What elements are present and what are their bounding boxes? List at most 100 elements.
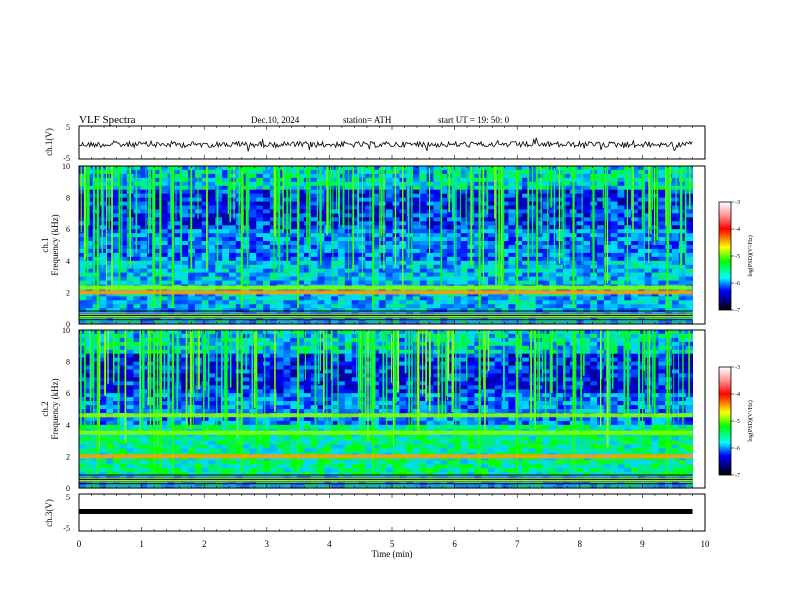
spectrogram-cell	[631, 308, 639, 313]
spectrogram-cell	[440, 185, 448, 191]
spectrogram-cell	[92, 181, 100, 187]
spectrogram-cell	[338, 296, 346, 301]
spectrogram-cell	[685, 296, 693, 301]
spectrogram-cell	[106, 213, 114, 218]
spectrogram-cell	[406, 185, 414, 191]
spectrogram-cell	[433, 333, 441, 339]
spectrogram-cell	[460, 248, 468, 254]
spectrogram-cell	[610, 272, 618, 278]
spectrogram-cell	[276, 193, 284, 199]
spectrogram-cell	[276, 296, 284, 301]
spectrogram-cell	[460, 280, 468, 286]
spectrogram-cell	[263, 213, 271, 218]
ch1-ticks	[78, 126, 706, 159]
spectrogram-cell	[542, 205, 550, 210]
spectrogram-cell	[310, 264, 319, 270]
spectrogram-cell	[617, 268, 625, 274]
spectrogram-cell	[194, 166, 203, 171]
spectrogram-cell	[276, 189, 284, 195]
spectrogram-cell	[297, 252, 305, 258]
spectrogram-cell	[154, 276, 162, 282]
spectrogram-cell	[372, 185, 380, 191]
spectrogram-cell	[576, 252, 584, 258]
spectrogram-cell	[426, 268, 434, 274]
spectrogram-cell	[460, 166, 468, 171]
spectrogram-cell	[685, 272, 693, 278]
spectrogram-cell	[501, 316, 509, 321]
spectrogram-cell	[617, 185, 625, 191]
spectrogram-cell	[617, 237, 625, 242]
spectrogram-cell	[174, 357, 182, 363]
spectrogram-cell	[631, 201, 639, 207]
spectrogram-cell	[297, 361, 305, 367]
spectrogram-cell	[365, 225, 373, 230]
spectrogram-cell	[263, 316, 271, 321]
spectrogram-cell	[324, 241, 332, 246]
spectrogram-cell	[283, 341, 291, 347]
spectrogram-cell	[651, 308, 659, 313]
spectrogram-cell	[665, 276, 673, 282]
spectrogram-cell	[460, 252, 468, 258]
spectrogram-cell	[222, 201, 230, 207]
spectrogram-cell	[488, 308, 496, 313]
spectrogram-cell	[317, 369, 325, 374]
spectrogram-cell	[85, 304, 94, 309]
spectrogram-cell	[494, 361, 503, 367]
spectrogram-cell	[324, 296, 332, 301]
spectrogram-cell	[385, 304, 393, 309]
spectrogram-cell	[467, 330, 475, 335]
spectrogram-cell	[440, 248, 448, 254]
spectrogram-cell	[372, 296, 380, 301]
spectrogram-cell	[665, 349, 673, 355]
spectrogram-cell	[501, 292, 509, 297]
spectrogram-cell	[426, 221, 434, 226]
spectrogram-cell	[92, 276, 100, 282]
spectrogram-cell	[263, 193, 271, 199]
spectrogram-cell	[378, 296, 387, 301]
spectrogram-cell	[188, 296, 196, 301]
spectrogram-cell	[542, 248, 550, 254]
spectrogram-cell	[297, 353, 305, 359]
spectrogram-cell	[542, 296, 550, 301]
spectrogram-cell	[685, 225, 693, 230]
spectrogram-cell	[263, 197, 271, 203]
spectrogram-cell	[290, 248, 298, 254]
spectrogram-cell	[242, 264, 250, 270]
spectrogram-cell	[637, 296, 646, 301]
spectrogram-cell	[297, 333, 305, 339]
spectrogram-cell	[188, 272, 196, 278]
spectrogram-cell	[140, 193, 148, 199]
spectrogram-cell	[119, 248, 128, 254]
spectrogram-cell	[406, 276, 414, 282]
spectrogram-cell	[365, 201, 373, 207]
spectrogram-cell	[85, 225, 94, 230]
spectrogram-cell	[365, 272, 373, 278]
spectrogram-cell	[610, 229, 618, 234]
spectrogram-cell	[672, 237, 680, 242]
spectrogram-cell	[385, 272, 393, 278]
spectrogram-cell	[385, 189, 393, 195]
spectrogram-cell	[474, 177, 482, 183]
spectrogram-cell	[194, 308, 203, 313]
spectrogram-cell	[433, 361, 441, 367]
spectrogram-cell	[317, 341, 325, 347]
spectrogram-cell	[631, 316, 639, 321]
spectrogram-cell	[392, 241, 400, 246]
spectrogram-cell	[488, 256, 496, 262]
spectrogram-cell	[235, 349, 244, 355]
spectrogram-cell	[208, 280, 216, 286]
spectrogram-cell	[494, 304, 503, 309]
spectrogram-cell	[365, 341, 373, 347]
spectrogram-cell	[372, 193, 380, 199]
spectrogram-cell	[229, 241, 237, 246]
spectrogram-cell	[297, 197, 305, 203]
spectrogram-cell	[453, 221, 462, 226]
spectrogram-cell	[194, 233, 203, 238]
spectrogram-cell	[85, 316, 94, 321]
spectrogram-cell	[392, 173, 400, 179]
spectrogram-cell	[215, 166, 223, 171]
spectrogram-cell	[501, 345, 509, 351]
spectrogram-cell	[378, 260, 387, 266]
spectrogram-cell	[194, 268, 203, 274]
